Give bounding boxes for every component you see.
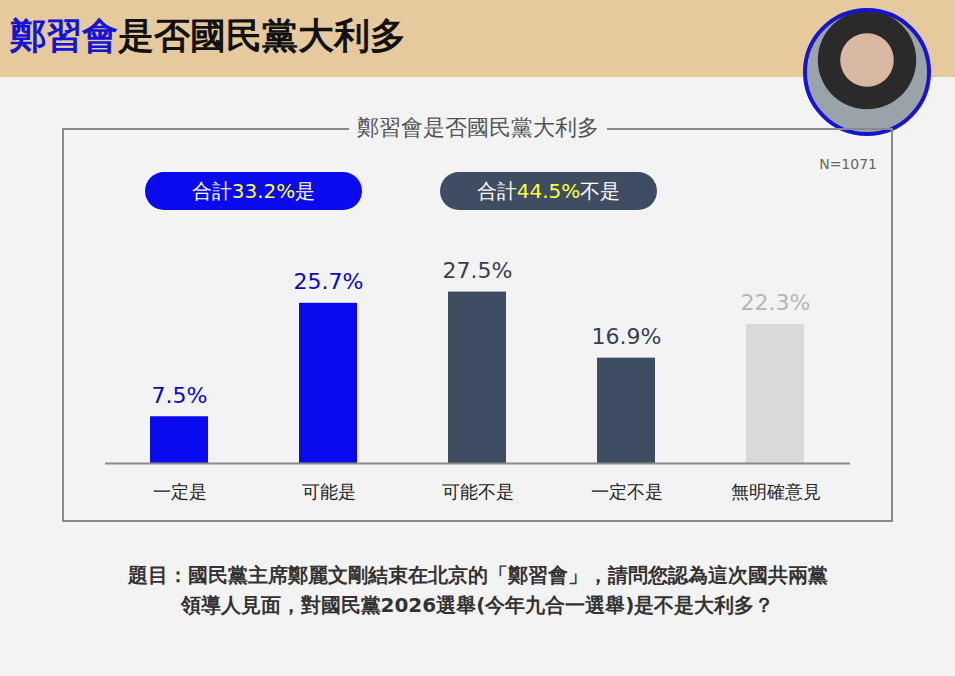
html-text:題目：國民黨主席鄭麗文剛結束在北京的「鄭習會」，請問您認為這: 題目：國民黨主席鄭麗文剛結束在北京的「鄭習會」，請問您認為這次國共兩黨 [127, 563, 828, 587]
svg-text:22.3%: 22.3% [741, 290, 811, 315]
svg-text:27.5%: 27.5% [443, 258, 513, 283]
html-text:領導人見面，對國民黨2026選舉(今年九合一選舉)是不是大利: 領導人見面，對國民黨2026選舉(今年九合一選舉)是不是大利多？ [180, 593, 775, 617]
html-text:N=1071: N=1071 [819, 156, 877, 172]
svg-text:一定是: 一定是 [153, 481, 207, 502]
svg-text:一定不是: 一定不是 [591, 481, 663, 502]
svg-text:無明確意見: 無明確意見 [731, 481, 821, 502]
html-text:鄭習會是否國民黨大利多: 鄭習會是否國民黨大利多 [356, 115, 599, 140]
svg-text:7.5%: 7.5% [152, 383, 208, 408]
html-text:合計44.5%不是: 合計44.5%不是 [476, 179, 621, 203]
html-text:合計33.2%是: 合計33.2%是 [191, 179, 316, 203]
svg-text:可能不是: 可能不是 [442, 481, 514, 502]
svg-text:可能是: 可能是 [302, 481, 356, 502]
svg-text:25.7%: 25.7% [294, 269, 364, 294]
svg-text:16.9%: 16.9% [592, 324, 662, 349]
html-text:鄭習會是否國民黨大利多: 鄭習會是否國民黨大利多 [10, 15, 406, 56]
